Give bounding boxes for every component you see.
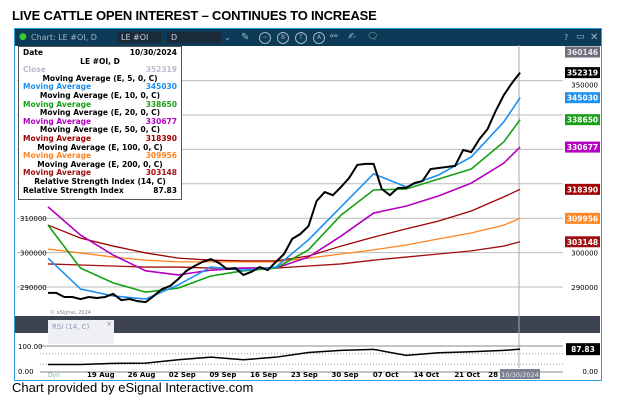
window-icon[interactable]: ▭ bbox=[576, 32, 585, 42]
legend-symbol: LE #OI, D bbox=[80, 56, 120, 66]
x-axis-label: 07 Oct bbox=[373, 371, 399, 379]
edit-icon[interactable]: ✍ bbox=[348, 32, 356, 42]
x-axis-label: 14 Oct bbox=[414, 371, 440, 379]
y-axis-label: 290000 bbox=[571, 284, 598, 292]
ma-5-value-label: 345030 bbox=[567, 94, 598, 103]
wave-icon[interactable]: ~ bbox=[259, 32, 271, 44]
ma-10-value-label: 338650 bbox=[567, 116, 598, 125]
interval-select[interactable]: D bbox=[167, 32, 221, 43]
dyn-toggle: Dyn bbox=[48, 372, 60, 379]
link-icon[interactable]: ⚯ bbox=[330, 32, 338, 42]
x-axis-label: 26 Aug bbox=[128, 371, 156, 379]
cursor-date-label: 10/30/2024 bbox=[501, 371, 538, 379]
rsi-label-100: 100.00 bbox=[18, 343, 43, 351]
ma-50-value-label: 318390 bbox=[567, 185, 598, 194]
chart-title: Chart: LE #OI, D bbox=[31, 33, 97, 42]
help-icon[interactable]: ? bbox=[564, 33, 569, 42]
ma-200-value-label-box bbox=[565, 236, 600, 248]
ma-20-value-label-box bbox=[565, 141, 600, 153]
legend-close: 352319 bbox=[145, 65, 177, 75]
ma-line-20 bbox=[47, 146, 521, 276]
x-axis-label: 09 Sep bbox=[209, 371, 236, 379]
symbol-input[interactable]: LE #OI bbox=[117, 32, 161, 43]
close-value-label: 352319 bbox=[567, 69, 598, 78]
y-axis-label: 300000 bbox=[571, 250, 598, 258]
footer-credit: Chart provided by eSignal Interactive.co… bbox=[12, 380, 254, 395]
legend-study-label: Moving Average bbox=[23, 116, 92, 126]
legend-study-value: 318390 bbox=[145, 133, 177, 143]
legend-study-value: 303148 bbox=[145, 168, 177, 178]
legend-rsi-header: Relative Strength Index (14, C) bbox=[34, 176, 166, 186]
legend-study-label: Moving Average bbox=[23, 82, 92, 92]
close-value-label-box bbox=[565, 67, 600, 79]
cursor-date-box bbox=[500, 369, 540, 379]
rsi-value-label: 87.83 bbox=[571, 345, 595, 354]
legend-date-label: Date bbox=[23, 48, 43, 57]
data-legend: Date 10/30/2024 LE #OI, D Close 352319 Mov… bbox=[18, 46, 182, 200]
comment-icon[interactable]: 🗨 bbox=[367, 32, 379, 42]
y-axis-label: 300000 bbox=[20, 250, 47, 258]
chevron-down-icon[interactable]: ⌄ bbox=[224, 33, 231, 42]
t-icon[interactable]: T bbox=[295, 32, 307, 44]
rsi-label-0: 0.00 bbox=[18, 368, 34, 376]
ma-line-10 bbox=[47, 119, 521, 293]
ma-20-value-label: 330677 bbox=[567, 143, 598, 152]
b-icon[interactable]: B bbox=[277, 32, 289, 44]
ma-10-value-label-box bbox=[565, 114, 600, 126]
page-title: LIVE CATTLE OPEN INTEREST – CONTINUES TO… bbox=[12, 8, 377, 23]
ma-100-value-label: 309956 bbox=[567, 214, 598, 223]
legend-study-header: Moving Average (E, 200, 0, C) bbox=[37, 159, 163, 169]
legend-study-label: Moving Average bbox=[23, 133, 92, 143]
x-axis-label: 16 Sep bbox=[250, 371, 277, 379]
x-axis-label: 23 Sep bbox=[291, 371, 318, 379]
legend-study-header: Moving Average (E, 20, 0, C) bbox=[39, 108, 161, 118]
legend-study-value: 338650 bbox=[145, 99, 177, 109]
ma-100-value-label-box bbox=[565, 212, 600, 224]
legend-study-label: Moving Average bbox=[23, 168, 92, 178]
x-axis-label: 21 Oct bbox=[454, 371, 480, 379]
rsi-line bbox=[48, 348, 521, 366]
x-axis-label: 28 bbox=[488, 371, 498, 379]
chart-toolbar: ● Chart: LE #OI, D LE #OI D ⌄ ✎ ~ B T A … bbox=[15, 29, 601, 46]
legend-study-value: 330677 bbox=[145, 116, 177, 126]
high-value-label-box bbox=[565, 46, 600, 58]
a-icon[interactable]: A bbox=[313, 32, 325, 44]
legend-study-header: Moving Average (E, 5, 0, C) bbox=[42, 73, 158, 83]
x-axis-label: 02 Sep bbox=[169, 371, 196, 379]
y-axis-label: 310000 bbox=[20, 215, 47, 223]
ma-5-value-label-box bbox=[565, 92, 600, 104]
ma-200-value-label: 303148 bbox=[567, 238, 598, 247]
close-line bbox=[48, 72, 521, 304]
ma-50-value-label-box bbox=[565, 183, 600, 195]
ma-line-100 bbox=[47, 217, 521, 263]
legend-study-header: Moving Average (E, 10, 0, C) bbox=[39, 90, 161, 100]
legend-study-label: Moving Average bbox=[23, 99, 92, 109]
status-icon: ● bbox=[19, 32, 27, 42]
rsi-value-box bbox=[566, 343, 600, 356]
legend-close-label: Close bbox=[23, 65, 46, 75]
legend-rsi-value: 87.83 bbox=[153, 185, 177, 195]
legend-study-header: Moving Average (E, 100, 0, C) bbox=[37, 142, 163, 152]
close-icon[interactable]: ✕ bbox=[590, 32, 599, 43]
ma-line-50 bbox=[47, 188, 521, 262]
ma-line-200 bbox=[47, 241, 521, 269]
rsi-right-label-0: 0.00 bbox=[582, 368, 598, 376]
pencil-icon[interactable]: ✎ bbox=[241, 32, 250, 43]
pane-divider[interactable] bbox=[15, 316, 600, 333]
legend-date: 10/30/2024 bbox=[129, 48, 177, 57]
legend-study-label: Moving Average bbox=[23, 151, 92, 161]
tab-rsi[interactable]: RSI (14, C) × bbox=[48, 320, 114, 344]
close-icon[interactable]: × bbox=[106, 320, 112, 328]
legend-study-header: Moving Average (E, 50, 0, C) bbox=[39, 125, 161, 135]
rsi-tab-label: RSI (14, C) bbox=[52, 323, 90, 331]
y-axis-label: 350000 bbox=[571, 82, 598, 90]
legend-study-value: 309956 bbox=[145, 151, 177, 161]
x-axis-label: 30 Sep bbox=[332, 371, 359, 379]
y-axis-label: 290000 bbox=[20, 284, 47, 292]
x-axis-label: 19 Aug bbox=[87, 371, 115, 379]
legend-rsi-label: Relative Strength Index bbox=[23, 185, 124, 195]
watermark: © eSignal, 2024 bbox=[50, 309, 91, 316]
high-value-label: 360146 bbox=[567, 48, 598, 57]
legend-study-value: 345030 bbox=[145, 82, 177, 92]
